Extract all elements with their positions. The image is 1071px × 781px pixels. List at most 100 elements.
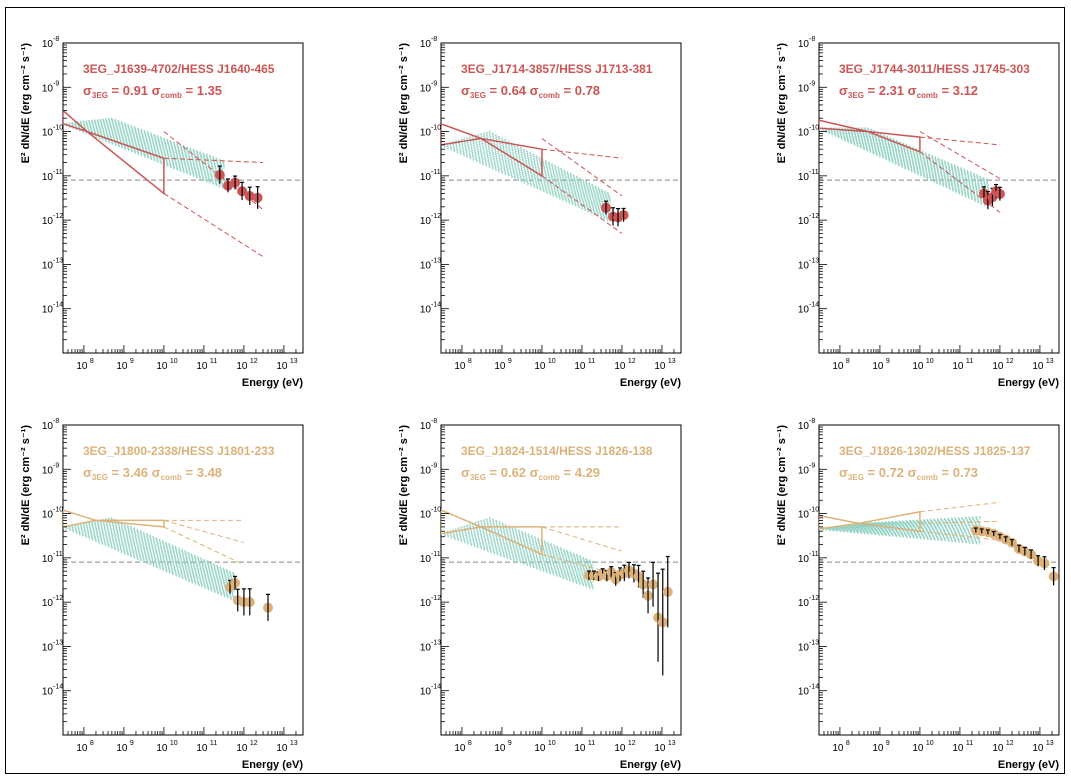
y-tick-label: 10 bbox=[42, 216, 54, 227]
y-tick-label: 10 bbox=[420, 305, 432, 316]
x-tick-exponent: 8 bbox=[846, 740, 850, 747]
model-band-line bbox=[65, 122, 225, 188]
hess-point bbox=[593, 571, 604, 582]
hess-point bbox=[970, 525, 981, 536]
model-band-line bbox=[482, 518, 594, 567]
y-tick-label: 10 bbox=[798, 421, 810, 432]
x-tick-exponent: 9 bbox=[130, 740, 134, 747]
y-tick-label: 10 bbox=[42, 642, 54, 653]
plot-area bbox=[440, 42, 682, 354]
egret-bowtie bbox=[441, 122, 543, 178]
x-tick-label: 10 bbox=[196, 743, 208, 754]
model-band-line bbox=[85, 120, 225, 177]
y-tick-label: 10 bbox=[420, 687, 432, 698]
chart-title: 3EG_J1714-3857/HESS J1713-381 bbox=[461, 62, 653, 76]
model-band-line bbox=[63, 122, 225, 190]
figure-frame: 10 -8 10 -9 10 -10 10 -11 10 -12 10 -13 10 -14 10 8 10 9 1… bbox=[5, 7, 1065, 774]
x-tick-exponent: 12 bbox=[1006, 740, 1014, 747]
model-band-line bbox=[847, 524, 981, 530]
model-band-line bbox=[460, 138, 612, 212]
x-tick-exponent: 8 bbox=[90, 358, 94, 365]
extrapolation-line bbox=[163, 519, 245, 544]
y-tick-exponent: -12 bbox=[809, 213, 819, 220]
y-tick-label: 10 bbox=[798, 598, 810, 609]
model-band-line bbox=[819, 527, 981, 545]
y-tick-label: 10 bbox=[42, 39, 54, 50]
hess-point bbox=[623, 565, 634, 576]
hess-point bbox=[643, 590, 654, 601]
x-tick-label: 10 bbox=[276, 743, 288, 754]
extrapolation-line bbox=[919, 136, 1000, 146]
extrapolation-line bbox=[541, 553, 623, 576]
x-tick-label: 10 bbox=[494, 743, 506, 754]
x-tick-exponent: 9 bbox=[508, 358, 512, 365]
y-tick-exponent: -8 bbox=[53, 418, 59, 425]
hess-point bbox=[1039, 558, 1050, 569]
y-tick-label: 10 bbox=[42, 554, 54, 565]
y-tick-label: 10 bbox=[42, 510, 54, 521]
x-tick-label: 10 bbox=[236, 743, 248, 754]
y-axis-label: E² dN/dE (erg cm⁻² s⁻¹) bbox=[776, 43, 788, 164]
y-tick-exponent: -8 bbox=[809, 418, 815, 425]
x-tick-exponent: 13 bbox=[668, 740, 676, 747]
x-axis-label: Energy (eV) bbox=[998, 377, 1059, 389]
hess-point bbox=[976, 526, 987, 537]
hess-point bbox=[991, 186, 1002, 197]
x-tick-label: 10 bbox=[614, 743, 626, 754]
x-tick-label: 10 bbox=[872, 743, 884, 754]
plot-area bbox=[818, 424, 1060, 736]
y-tick-exponent: -12 bbox=[809, 595, 819, 602]
extrapolation-line bbox=[163, 526, 245, 566]
y-tick-label: 10 bbox=[798, 83, 810, 94]
x-tick-label: 10 bbox=[832, 361, 844, 372]
hess-point bbox=[633, 571, 644, 582]
y-tick-label: 10 bbox=[798, 216, 810, 227]
model-band-line bbox=[463, 137, 612, 210]
y-tick-exponent: -13 bbox=[809, 639, 819, 646]
egret-bowtie bbox=[441, 509, 543, 556]
model-band-line bbox=[832, 127, 990, 200]
model-band-line bbox=[465, 136, 612, 209]
y-axis-label: E² dN/dE (erg cm⁻² s⁻¹) bbox=[398, 43, 410, 164]
y-tick-exponent: -13 bbox=[53, 257, 63, 264]
hess-point bbox=[615, 569, 626, 580]
y-tick-exponent: -10 bbox=[809, 507, 819, 514]
model-band-line bbox=[107, 117, 225, 165]
model-band-line bbox=[104, 518, 236, 578]
model-band-line bbox=[852, 127, 989, 190]
model-band-line bbox=[463, 525, 594, 578]
x-tick-exponent: 8 bbox=[468, 358, 472, 365]
y-tick-exponent: -9 bbox=[53, 80, 59, 87]
x-tick-label: 10 bbox=[992, 743, 1004, 754]
y-tick-exponent: -12 bbox=[53, 213, 63, 220]
y-axis-label: E² dN/dE (erg cm⁻² s⁻¹) bbox=[20, 43, 32, 164]
hess-point bbox=[600, 202, 611, 213]
hess-point bbox=[1006, 537, 1017, 548]
model-band-line bbox=[860, 127, 989, 185]
model-band-line bbox=[454, 140, 612, 215]
extrapolation-line bbox=[919, 530, 1000, 541]
hess-point bbox=[994, 531, 1005, 542]
y-axis-label: E² dN/dE (erg cm⁻² s⁻¹) bbox=[398, 425, 410, 546]
x-tick-exponent: 8 bbox=[468, 740, 472, 747]
model-band-line bbox=[819, 127, 990, 208]
model-band-line bbox=[864, 517, 981, 525]
y-tick-label: 10 bbox=[420, 83, 432, 94]
y-tick-exponent: -14 bbox=[53, 302, 63, 309]
model-band-line bbox=[471, 522, 594, 573]
hess-point bbox=[613, 212, 624, 223]
hess-point bbox=[583, 570, 594, 581]
egret-bowtie bbox=[819, 510, 921, 533]
hess-point bbox=[601, 570, 612, 581]
y-tick-exponent: -14 bbox=[431, 302, 441, 309]
y-tick-exponent: -9 bbox=[53, 462, 59, 469]
model-band-line bbox=[844, 524, 981, 531]
hess-point bbox=[608, 211, 619, 222]
y-tick-label: 10 bbox=[798, 128, 810, 139]
x-tick-label: 10 bbox=[654, 361, 666, 372]
chart-title: 3EG_J1744-3011/HESS J1745-303 bbox=[839, 62, 1030, 76]
x-tick-exponent: 13 bbox=[1046, 358, 1054, 365]
model-band-line bbox=[477, 520, 594, 570]
